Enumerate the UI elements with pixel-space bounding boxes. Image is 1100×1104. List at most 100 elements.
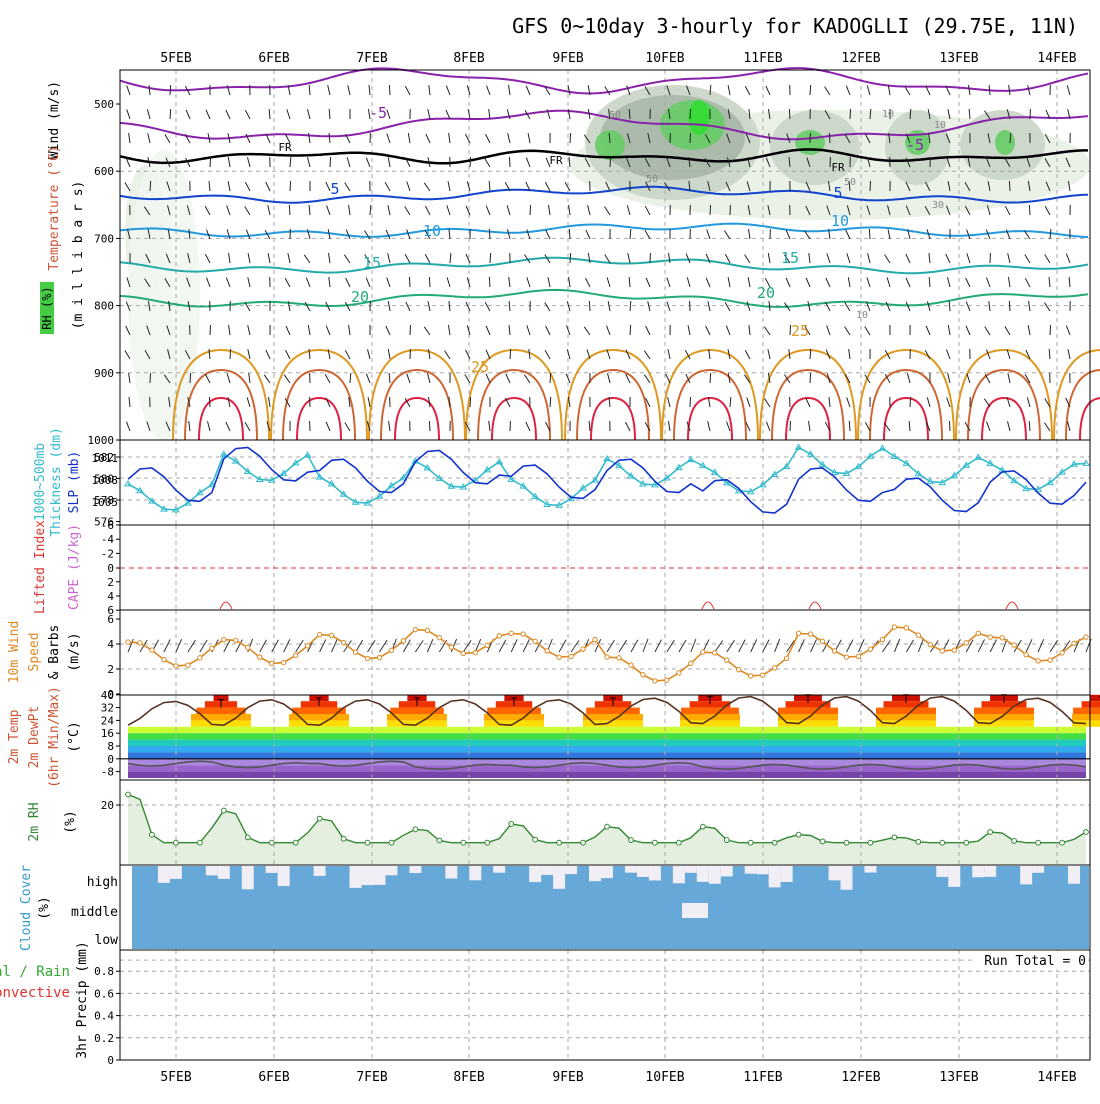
wind-barb — [764, 327, 770, 335]
temp-color-band — [196, 708, 245, 714]
wind-barb — [569, 229, 570, 239]
wind-barb — [927, 301, 930, 311]
wind-speed-point — [701, 650, 705, 654]
rh-contour-label: 50 — [646, 174, 658, 185]
wind-speed-point — [940, 649, 944, 653]
wind-barb — [308, 157, 311, 167]
wind-barb — [870, 181, 871, 191]
wind-speed-point — [581, 647, 585, 651]
wind-barb — [349, 325, 350, 335]
wind-barb — [509, 277, 510, 287]
wind-barb-10m — [188, 640, 196, 652]
wind-barb — [845, 327, 850, 335]
wind-speed-point — [305, 644, 309, 648]
temp-color-band — [128, 740, 1086, 746]
wind-barb — [345, 183, 350, 191]
rh-contour-label: 50 — [609, 110, 621, 121]
wind-barb — [790, 421, 791, 431]
rh-contour-label: 10 — [934, 120, 946, 131]
wind-speed-point — [210, 646, 214, 650]
wind-barb — [510, 349, 511, 359]
rh-point — [1012, 839, 1017, 844]
wind-barb — [568, 85, 570, 95]
cloud-high-gap — [278, 866, 290, 886]
wind-barb — [426, 206, 431, 215]
wind-barb — [509, 301, 510, 311]
wind-barb — [848, 277, 850, 287]
wind-speed-point — [533, 639, 537, 643]
wind-barb — [569, 277, 570, 287]
wind-barb — [410, 277, 411, 287]
wind-barb — [809, 253, 810, 263]
date-label-bottom: 11FEB — [743, 1070, 782, 1085]
isotherm-surface-warm — [662, 350, 758, 440]
cape-spike — [1006, 602, 1018, 609]
wind-barb — [810, 373, 811, 383]
wind-barb — [1025, 255, 1030, 264]
axis-label-cape: CAPE (J/kg) — [67, 524, 82, 610]
isotherm-label: 20 — [757, 284, 775, 302]
wind-barb — [266, 350, 270, 359]
rh-point — [676, 840, 681, 845]
wind-barb — [605, 87, 610, 96]
freezing-level-label: FR — [831, 161, 845, 174]
isotherm-label: 20 — [351, 288, 369, 306]
rh-point — [341, 836, 346, 841]
wind-barb — [905, 87, 910, 96]
wind-speed-point — [605, 655, 609, 659]
wind-barb — [308, 109, 311, 119]
wind-barb-10m — [499, 640, 506, 652]
wind-barb — [210, 157, 211, 167]
wind-barb — [687, 277, 690, 287]
axis-label-millibars: (m i l l i b a r s) — [71, 181, 86, 330]
wind-barb — [508, 133, 510, 143]
rh-point — [653, 840, 658, 845]
wind-barb — [429, 421, 430, 431]
cloud-high-gap — [170, 866, 182, 879]
wind-speed-point — [677, 671, 681, 675]
axis-label-speed: Speed — [27, 632, 42, 671]
temp-color-band — [974, 708, 1034, 714]
wind-barb — [567, 349, 570, 359]
rh-shading — [688, 100, 710, 135]
wind-barb — [526, 422, 530, 431]
wind-speed-point — [641, 672, 645, 676]
wind-barb — [189, 421, 190, 431]
wind-barb — [667, 278, 670, 288]
isotherm-label: -5 — [906, 136, 924, 154]
wind-barb — [327, 206, 330, 215]
wind-speed-point — [1072, 641, 1076, 645]
wind-barb — [245, 207, 250, 216]
wind-barb — [969, 109, 970, 119]
wind-barb — [550, 373, 551, 383]
rh-point — [820, 839, 825, 844]
wind-speed-point — [976, 631, 980, 635]
wind-barb — [668, 349, 670, 359]
wind-barb — [966, 326, 970, 335]
wind-barb — [947, 398, 950, 407]
wind-barb — [127, 110, 130, 120]
wind-barb — [1045, 255, 1050, 264]
wind-barb — [425, 254, 430, 263]
wind-barb — [829, 397, 830, 407]
wind-speed-point — [880, 637, 884, 641]
wind-barb — [429, 277, 430, 287]
wind-barb — [407, 182, 410, 192]
wind-barb — [885, 255, 890, 263]
cloud-high-gap — [769, 866, 781, 887]
rh-shading — [128, 150, 200, 440]
wind-barb — [984, 399, 990, 407]
wind-barb — [789, 349, 790, 359]
wind-barb — [227, 229, 230, 239]
wind-barb — [589, 421, 590, 431]
wind-speed-point — [832, 649, 836, 653]
isotherm-label: -5 — [369, 104, 387, 122]
wind-speed-point — [665, 678, 669, 682]
wind-barb — [405, 86, 410, 95]
wind-barb — [508, 229, 511, 239]
wind-barb — [350, 373, 351, 383]
tick-label: 0 — [107, 1054, 114, 1067]
temp-color-band — [128, 727, 1086, 733]
date-label-top: 5FEB — [160, 51, 191, 66]
wind-barb — [149, 85, 150, 95]
